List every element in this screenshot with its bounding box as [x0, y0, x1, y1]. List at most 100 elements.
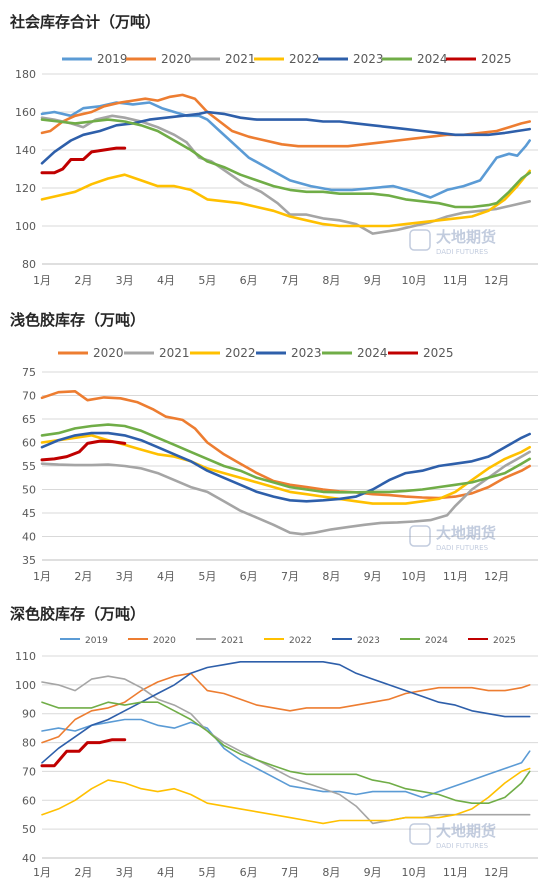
series-line-2023 — [41, 661, 531, 764]
legend-label-2025: 2025 — [481, 52, 512, 66]
x-tick-label: 3月 — [116, 570, 134, 583]
y-tick-label: 140 — [15, 144, 36, 157]
series-line-2021 — [40, 114, 532, 235]
y-tick-label: 180 — [15, 68, 36, 81]
y-tick-label: 70 — [22, 390, 36, 403]
watermark-logo-icon — [409, 229, 431, 251]
x-tick-label: 7月 — [281, 274, 299, 287]
legend-label-2024: 2024 — [417, 52, 448, 66]
x-tick-label: 5月 — [198, 866, 216, 879]
x-tick-label: 11月 — [443, 866, 468, 879]
legend-label-2022: 2022 — [289, 52, 320, 66]
x-tick-label: 11月 — [443, 274, 468, 287]
x-tick-label: 4月 — [157, 866, 175, 879]
chart-panel-total: 社会库存合计（万吨） 2019 2020 2021 2022 2023 2024 2025 80… — [9, 13, 538, 287]
x-tick-label: 10月 — [402, 274, 427, 287]
series-line-2022 — [40, 169, 532, 228]
watermark-text-cn: 大地期货 — [436, 228, 496, 246]
series-line-2020 — [40, 390, 532, 500]
x-tick-label: 2月 — [74, 866, 92, 879]
y-tick-label: 80 — [22, 737, 36, 750]
x-tick-label: 6月 — [240, 274, 258, 287]
x-tick-label: 12月 — [484, 274, 509, 287]
series-line-2022 — [40, 434, 532, 505]
y-tick-label: 90 — [22, 708, 36, 721]
y-tick-label: 55 — [22, 460, 36, 473]
legend-label-2020: 2020 — [161, 52, 192, 66]
chart-title: 社会库存合计（万吨） — [9, 13, 160, 31]
watermark-logo-icon — [409, 525, 431, 547]
chart-title: 浅色胶库存（万吨） — [10, 311, 145, 329]
y-tick-label: 120 — [15, 182, 36, 195]
x-tick-label: 9月 — [364, 866, 382, 879]
x-tick-label: 12月 — [484, 866, 509, 879]
series-line-2023 — [40, 431, 532, 503]
x-tick-label: 1月 — [33, 570, 51, 583]
watermark-text-en: DADI FUTURES — [436, 544, 489, 552]
x-tick-label: 7月 — [281, 570, 299, 583]
x-tick-label: 6月 — [240, 570, 258, 583]
y-tick-label: 60 — [22, 437, 36, 450]
series-line-2020 — [41, 672, 531, 744]
watermark: 大地期货 DADI FUTURES — [409, 822, 496, 850]
y-tick-label: 110 — [15, 650, 36, 663]
x-tick-label: 12月 — [484, 570, 509, 583]
y-tick-label: 35 — [22, 554, 36, 567]
y-tick-label: 60 — [22, 794, 36, 807]
series-line-2024 — [40, 423, 532, 494]
x-tick-label: 10月 — [402, 570, 427, 583]
legend-label-2020: 2020 — [153, 636, 176, 646]
x-tick-label: 7月 — [281, 866, 299, 879]
y-tick-label: 50 — [22, 484, 36, 497]
y-tick-label: 65 — [22, 413, 36, 426]
x-tick-label: 8月 — [322, 274, 340, 287]
series-line-2021 — [40, 450, 532, 536]
x-tick-label: 8月 — [322, 866, 340, 879]
x-tick-label: 10月 — [402, 866, 427, 879]
y-tick-label: 50 — [22, 823, 36, 836]
x-tick-label: 11月 — [443, 570, 468, 583]
legend-label-2022: 2022 — [225, 346, 256, 360]
legend-label-2025: 2025 — [493, 636, 516, 646]
watermark-logo-icon — [409, 823, 431, 845]
x-tick-label: 9月 — [364, 570, 382, 583]
legend-label-2021: 2021 — [159, 346, 190, 360]
x-tick-label: 9月 — [364, 274, 382, 287]
series-line-2024 — [40, 118, 532, 209]
series-line-2025 — [40, 738, 127, 768]
x-tick-label: 2月 — [74, 274, 92, 287]
series-line-2024 — [41, 701, 531, 804]
series-line-2022 — [41, 767, 531, 825]
x-tick-label: 5月 — [198, 570, 216, 583]
x-tick-label: 3月 — [116, 274, 134, 287]
x-tick-label: 5月 — [198, 274, 216, 287]
y-tick-label: 45 — [22, 507, 36, 520]
legend-label-2024: 2024 — [425, 636, 448, 646]
legend-label-2021: 2021 — [221, 636, 244, 646]
watermark-text-cn: 大地期货 — [436, 524, 496, 542]
y-tick-label: 40 — [22, 531, 36, 544]
watermark-text-en: DADI FUTURES — [436, 248, 489, 256]
legend-label-2025: 2025 — [423, 346, 454, 360]
y-tick-label: 70 — [22, 765, 36, 778]
legend-label-2021: 2021 — [225, 52, 256, 66]
x-tick-label: 4月 — [157, 570, 175, 583]
y-tick-label: 160 — [15, 106, 36, 119]
series-line-2019 — [41, 718, 531, 799]
series-line-2025 — [40, 439, 127, 462]
watermark: 大地期货 DADI FUTURES — [409, 524, 496, 552]
y-tick-label: 80 — [22, 258, 36, 271]
legend-label-2023: 2023 — [353, 52, 384, 66]
y-tick-label: 100 — [15, 679, 36, 692]
watermark: 大地期货 DADI FUTURES — [409, 228, 496, 256]
x-tick-label: 2月 — [74, 570, 92, 583]
chart-panel-light: 浅色胶库存（万吨） 2020 2021 2022 2023 2024 2025 35 40 45 5… — [10, 311, 538, 583]
y-tick-label: 100 — [15, 220, 36, 233]
legend-label-2022: 2022 — [289, 636, 312, 646]
y-tick-label: 40 — [22, 852, 36, 865]
series-line-2023 — [40, 110, 532, 165]
x-tick-label: 1月 — [33, 866, 51, 879]
y-tick-label: 75 — [22, 366, 36, 379]
x-tick-label: 1月 — [33, 274, 51, 287]
legend-label-2020: 2020 — [93, 346, 124, 360]
